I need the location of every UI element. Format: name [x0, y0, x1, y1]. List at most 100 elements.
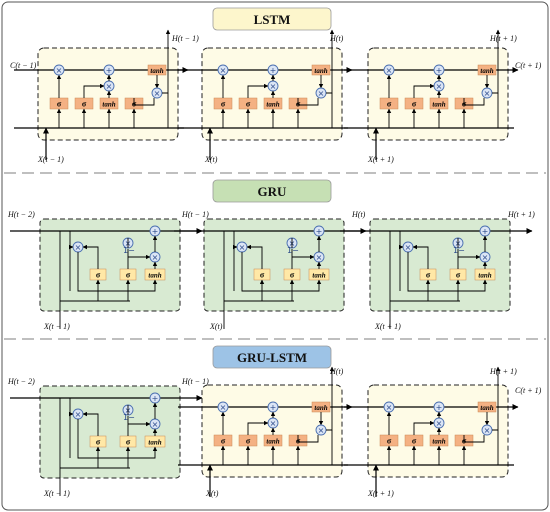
grulstm-x-1: X(t) — [205, 489, 219, 498]
reset-multiply-symbol: × — [75, 410, 82, 419]
forget-multiply — [383, 401, 395, 413]
lstm-h-top-1: H(t) — [329, 34, 344, 43]
reset-gate-label: σ — [260, 271, 265, 280]
forget-gate-label: σ — [221, 100, 226, 109]
signal-line — [77, 252, 158, 292]
cell-add-symbol: + — [436, 403, 443, 412]
output-multiply-symbol: × — [154, 89, 161, 98]
lstm-cell: σ σ tanh σ× +×tanh× — [178, 29, 353, 160]
grulstm-banner: GRU-LSTM — [212, 345, 332, 369]
signal-line — [413, 420, 435, 435]
cell-add-symbol: + — [270, 403, 277, 412]
input-multiply-symbol: × — [270, 419, 277, 428]
lstm-h-top-0: H(t − 1) — [171, 34, 199, 43]
update-multiply-b-symbol: × — [152, 420, 159, 429]
output-multiply-symbol: × — [484, 89, 491, 98]
gru-cell-box — [39, 218, 181, 312]
input-gate-label: σ — [82, 100, 87, 109]
reset-multiply-symbol: × — [75, 243, 82, 252]
signal-line — [82, 244, 99, 269]
signal-line — [297, 435, 319, 443]
update-gate-label: σ — [126, 438, 131, 447]
signal-line — [77, 419, 158, 459]
candidate-gate-label: tanh — [312, 272, 325, 280]
gru-x-0: X(t − 1) — [43, 322, 70, 331]
lstm-cell: σ σ tanh σ× +×tanh× — [14, 29, 189, 160]
output-multiply-symbol: × — [484, 426, 491, 435]
candidate-gate-label: tanh — [148, 272, 161, 280]
lstm-title: LSTM — [254, 12, 291, 27]
forget-multiply — [383, 64, 395, 76]
signal-line — [407, 252, 488, 292]
lstm-c-left: C(t − 1) — [10, 61, 37, 70]
signal-line — [413, 83, 435, 98]
update-multiply-b-symbol: × — [316, 253, 323, 262]
signal-line — [412, 244, 429, 269]
gru-cell-box — [203, 218, 345, 312]
grulstm-h-top-1: H(t) — [329, 367, 344, 376]
input-multiply-symbol: × — [106, 82, 113, 91]
hidden-add-symbol: + — [152, 227, 159, 236]
hidden-add-symbol: + — [482, 227, 489, 236]
forget-multiply-symbol: × — [220, 403, 227, 412]
lstm-banner: LSTM — [212, 7, 332, 31]
cell-tanh-label: tanh — [314, 67, 327, 75]
grulstm-h-1: H(t − 1) — [181, 377, 209, 386]
gru-h-2: H(t) — [351, 210, 366, 219]
gru-cell: ×σ σ tanh×1−+× — [174, 218, 367, 329]
grulstm-c-right: C(t + 1) — [515, 386, 542, 395]
gru-h-3: H(t + 1) — [507, 210, 535, 219]
signal-line — [463, 98, 485, 106]
forget-gate-label: σ — [387, 437, 392, 446]
forget-multiply-symbol: × — [386, 66, 393, 75]
signal-line — [463, 435, 485, 443]
update-gate-label: σ — [290, 271, 295, 280]
forget-multiply-symbol: × — [220, 66, 227, 75]
gru-cell: ×σ σ tanh×1−+× — [340, 218, 533, 329]
grulstm-x-0: X(t − 1) — [43, 489, 70, 498]
cell-add-symbol: + — [270, 66, 277, 75]
input-multiply-symbol: × — [436, 419, 443, 428]
gru-h-0: H(t − 2) — [7, 210, 35, 219]
input-gate-label: σ — [412, 437, 417, 446]
forget-multiply — [217, 401, 229, 413]
gru-cell-box — [39, 385, 181, 479]
update-gate-label: σ — [456, 271, 461, 280]
grulstm-title: GRU-LSTM — [237, 350, 307, 365]
candidate-gate-label: tanh — [478, 272, 491, 280]
lstm-cell: σ σ tanh σ× +×tanh× — [344, 366, 519, 497]
input-gate-label: σ — [246, 100, 251, 109]
signal-line — [247, 420, 269, 435]
reset-gate-label: σ — [96, 271, 101, 280]
cell-add-symbol: + — [436, 66, 443, 75]
gru-cell: ×σ σ tanh×1−+× — [10, 385, 203, 496]
signal-line — [133, 98, 155, 106]
lstm-cell: σ σ tanh σ× +×tanh× — [344, 29, 519, 160]
forget-gate-label: σ — [387, 100, 392, 109]
reset-multiply-symbol: × — [405, 243, 412, 252]
signal-line — [241, 252, 322, 292]
signal-line — [82, 411, 99, 436]
input-multiply-symbol: × — [270, 82, 277, 91]
input-gate-label: σ — [412, 100, 417, 109]
cell-tanh-label: tanh — [150, 67, 163, 75]
reset-gate-label: σ — [96, 438, 101, 447]
reset-multiply-symbol: × — [239, 243, 246, 252]
one-minus-label: 1− — [287, 246, 299, 255]
candidate-gate-label: tanh — [432, 101, 445, 109]
gru-x-1: X(t) — [209, 322, 223, 331]
one-minus-label: 1− — [123, 413, 135, 422]
signal-line — [246, 244, 263, 269]
cell-tanh-label: tanh — [480, 404, 493, 412]
lstm-c-right: C(t + 1) — [515, 61, 542, 70]
cell-add-symbol: + — [106, 66, 113, 75]
hidden-add-symbol: + — [152, 394, 159, 403]
one-minus-label: 1− — [123, 246, 135, 255]
cell-tanh-label: tanh — [480, 67, 493, 75]
forget-multiply — [53, 64, 65, 76]
update-multiply-b-symbol: × — [152, 253, 159, 262]
forget-multiply-symbol: × — [56, 66, 63, 75]
output-multiply-symbol: × — [318, 89, 325, 98]
